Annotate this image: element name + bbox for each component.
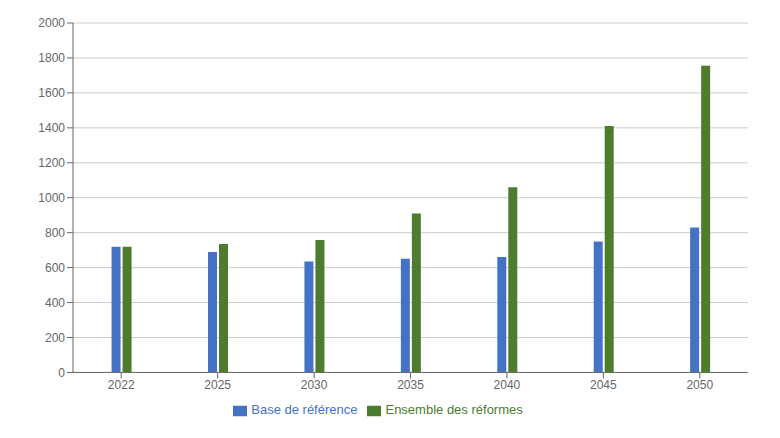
- html-text:Base de référence: Base de référence: [251, 402, 358, 418]
- svg-text:2022: 2022: [108, 378, 135, 392]
- svg-text:0: 0: [58, 366, 65, 380]
- svg-text:1400: 1400: [38, 121, 65, 135]
- svg-text:2025: 2025: [204, 378, 231, 392]
- svg-text:600: 600: [45, 261, 65, 275]
- svg-text:2035: 2035: [397, 378, 424, 392]
- svg-text:2000: 2000: [38, 16, 65, 30]
- svg-text:200: 200: [45, 331, 65, 345]
- svg-text:2040: 2040: [494, 378, 521, 392]
- html-text:Ensemble des réformes: Ensemble des réformes: [385, 402, 523, 418]
- svg-text:1200: 1200: [38, 156, 65, 170]
- svg-text:400: 400: [45, 296, 65, 310]
- svg-text:1800: 1800: [38, 51, 65, 65]
- svg-text:2050: 2050: [686, 378, 713, 392]
- svg-text:2030: 2030: [301, 378, 328, 392]
- svg-text:2045: 2045: [590, 378, 617, 392]
- svg-text:800: 800: [45, 226, 65, 240]
- svg-text:1000: 1000: [38, 191, 65, 205]
- svg-text:1600: 1600: [38, 86, 65, 100]
